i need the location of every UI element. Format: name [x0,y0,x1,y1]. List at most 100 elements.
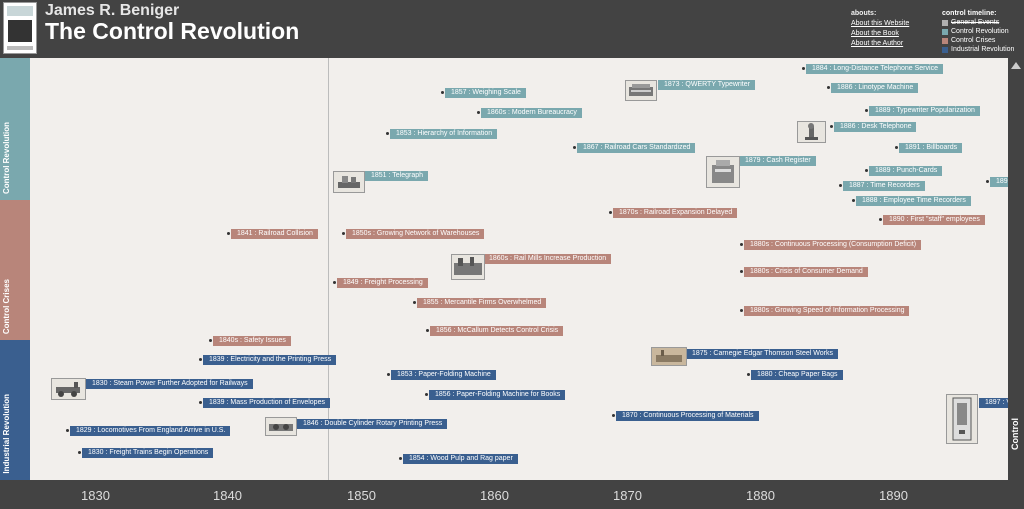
event-label-control-revolution[interactable]: 1884 : Long-Distance Telephone Service [806,64,943,74]
rotary-press-thumbnail[interactable] [265,417,297,436]
legend-control-crises[interactable]: Control Crises [942,36,1022,45]
event-label-industrial-revolution[interactable]: 1870 : Continuous Processing of Material… [616,411,759,421]
abouts-menu: abouts: About this Website About the Boo… [851,9,936,49]
typewriter-thumbnail[interactable] [625,80,657,101]
right-band-control[interactable]: Control [1008,58,1024,509]
band-control-revolution: Control Revolution [0,58,30,200]
right-band-label: Control [1010,418,1020,450]
event-label-control-crises[interactable]: 1841 : Railroad Collision [231,229,318,239]
event-marker-dot [209,339,212,342]
event-label-control-revolution[interactable]: 1853 : Hierarchy of Information [390,129,498,139]
event-marker-dot [441,91,444,94]
event-label-industrial-revolution[interactable]: 1846 : Double Cylinder Rotary Printing P… [297,419,448,429]
event-label-industrial-revolution[interactable]: 1839 : Electricity and the Printing Pres… [203,355,337,365]
event-label-control-revolution[interactable]: 1851 : Telegraph [365,171,429,181]
event-marker-dot [66,429,69,432]
legend-swatch [942,19,948,26]
event-label-industrial-revolution[interactable]: 1856 : Paper-Folding Machine for Books [429,390,566,400]
event-label-control-crises[interactable]: 1880s : Continuous Processing (Consumpti… [744,240,922,250]
event-label-control-crises[interactable]: 1860s : Rail Mills Increase Production [483,254,612,264]
event-marker-dot [740,243,743,246]
year-axis: 1830 1840 1850 1860 1870 1880 1890 19 [0,480,1024,509]
cash-register-thumbnail[interactable] [706,156,740,188]
desk-telephone-thumbnail[interactable] [797,121,826,143]
event-marker-dot [386,132,389,135]
event-label-control-revolution[interactable]: 1879 : Cash Register [739,156,816,166]
band-control-crises: Control Crises [0,200,30,340]
event-marker-dot [425,393,428,396]
time-cursor-line [328,58,329,480]
legend-control-revolution[interactable]: Control Revolution [942,27,1022,36]
event-label-control-crises[interactable]: 1870s : Railroad Expansion Delayed [613,208,738,218]
vending-machine-thumbnail[interactable] [946,394,978,444]
event-label-control-crises[interactable]: 1890 : First "staff" employees [883,215,985,225]
event-label-control-revolution[interactable]: 1867 : Railroad Cars Standardized [577,143,696,153]
event-marker-dot [986,180,989,183]
event-label-control-crises[interactable]: 1849 : Freight Processing [337,278,428,288]
event-label-control-revolution[interactable]: 1857 : Weighing Scale [445,88,526,98]
event-label-industrial-revolution[interactable]: 1830 : Steam Power Further Adopted for R… [86,379,253,389]
event-label-industrial-revolution[interactable]: 1853 : Paper-Folding Machine [391,370,496,380]
legend-swatch [942,37,948,44]
event-label-industrial-revolution[interactable]: 1839 : Mass Production of Envelopes [203,398,330,408]
event-marker-dot [426,329,429,332]
legend-general-events[interactable]: General Events [942,18,1022,27]
event-marker-dot [227,232,230,235]
steam-locomotive-thumbnail[interactable] [51,378,86,400]
event-label-industrial-revolution[interactable]: 1897 : Vend [979,398,1024,408]
event-marker-dot [879,218,882,221]
author-name: James R. Beniger [45,2,180,19]
event-marker-dot [199,358,202,361]
legend-swatch [942,46,948,53]
band-label-industrial-revolution: Industrial Revolution [2,394,11,474]
event-marker-dot [612,414,615,417]
telegraph-thumbnail[interactable] [333,171,365,193]
event-label-control-revolution[interactable]: 1873 : QWERTY Typewriter [658,80,755,90]
axis-tick: 1860 [480,488,509,503]
event-label-control-revolution[interactable]: 1860s : Modern Bureaucracy [481,108,582,118]
event-label-industrial-revolution[interactable]: 1830 : Freight Trains Begin Operations [82,448,214,458]
about-author-link[interactable]: About the Author [851,40,904,47]
event-label-control-crises[interactable]: 1856 : McCallum Detects Control Crisis [430,326,564,336]
event-marker-dot [852,199,855,202]
event-marker-dot [740,309,743,312]
event-label-control-revolution[interactable]: 189 [990,177,1013,187]
event-label-industrial-revolution[interactable]: 1875 : Carnegie Edgar Thomson Steel Work… [686,349,838,359]
event-marker-dot [477,111,480,114]
event-marker-dot [399,457,402,460]
event-marker-dot [573,146,576,149]
event-label-control-crises[interactable]: 1880s : Growing Speed of Information Pro… [744,306,910,316]
band-label-control-revolution: Control Revolution [2,122,11,194]
event-marker-dot [865,109,868,112]
event-label-control-crises[interactable]: 1840s : Safety Issues [213,336,291,346]
event-label-control-revolution[interactable]: 1889 : Typewriter Popularization [869,106,980,116]
event-label-control-revolution[interactable]: 1889 : Punch-Cards [869,166,943,176]
about-website-link[interactable]: About this Website [851,20,910,27]
event-label-industrial-revolution[interactable]: 1854 : Wood Pulp and Rag paper [403,454,518,464]
event-label-control-revolution[interactable]: 1886 : Linotype Machine [831,83,919,93]
event-label-control-crises[interactable]: 1880s : Crisis of Consumer Demand [744,267,868,277]
book-cover-logo[interactable] [3,2,37,54]
scroll-up-arrow-icon[interactable] [1011,62,1021,69]
steel-works-thumbnail[interactable] [651,347,687,366]
axis-tick: 1870 [613,488,642,503]
rail-mill-thumbnail[interactable] [451,254,485,280]
event-label-control-revolution[interactable]: 1891 : Billboards [899,143,963,153]
event-label-control-revolution[interactable]: 1888 : Employee Time Recorders [856,196,971,206]
event-label-control-crises[interactable]: 1855 : Mercantile Firms Overwhelmed [417,298,547,308]
band-industrial-revolution: Industrial Revolution [0,340,30,480]
event-label-control-crises[interactable]: 1850s : Growing Network of Warehouses [346,229,485,239]
axis-tick: 1830 [81,488,110,503]
event-marker-dot [387,373,390,376]
legend-industrial-revolution[interactable]: Industrial Revolution [942,45,1022,54]
event-marker-dot [747,373,750,376]
event-marker-dot [802,67,805,70]
event-label-control-revolution[interactable]: 1887 : Time Recorders [843,181,925,191]
event-label-industrial-revolution[interactable]: 1880 : Cheap Paper Bags [751,370,843,380]
event-label-industrial-revolution[interactable]: 1829 : Locomotives From England Arrive i… [70,426,231,436]
event-marker-dot [199,401,202,404]
page-title: The Control Revolution [45,18,300,44]
event-label-control-revolution[interactable]: 1886 : Desk Telephone [834,122,917,132]
event-marker-dot [865,169,868,172]
about-book-link[interactable]: About the Book [851,30,899,37]
